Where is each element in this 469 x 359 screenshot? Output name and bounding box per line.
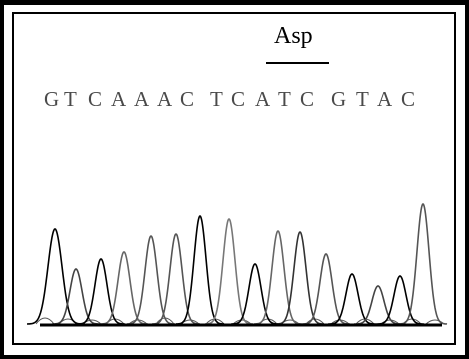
amino-acid-underline (266, 62, 329, 64)
chromatogram-peak (376, 275, 424, 325)
chromatogram-peak (77, 258, 125, 325)
base-letter: A (255, 87, 271, 111)
base-letter: A (111, 87, 127, 111)
base-letter: A (134, 87, 150, 111)
chromatogram-peak (231, 263, 279, 325)
chromatogram-peak (328, 273, 376, 325)
chromatogram-peak (254, 230, 302, 325)
base-letter: A (157, 87, 173, 111)
chromatogram-peak (354, 285, 402, 325)
base-letter: T (356, 87, 369, 111)
base-letter: C (180, 87, 195, 111)
base-letter: G (44, 87, 60, 111)
base-letter: C (231, 87, 246, 111)
base-sequence: G T C A A A C T C A T C G T A C (44, 86, 444, 112)
chromatogram-peaks (27, 202, 448, 325)
base-letter: C (300, 87, 315, 111)
chromatogram-peak (127, 235, 175, 325)
chromatogram-peak (398, 202, 448, 325)
noise-trace (232, 319, 252, 325)
base-letter: G (331, 87, 347, 111)
chromatogram-peak (152, 233, 200, 325)
base-letter: T (64, 87, 77, 111)
noise-trace (35, 317, 55, 325)
chromatogram-peak (276, 231, 324, 325)
chromatogram-peak (205, 217, 253, 325)
chromatogram-peak (302, 253, 350, 325)
base-letter: C (401, 87, 416, 111)
chromatogram-peak (100, 251, 148, 325)
amino-acid-label: Asp (274, 23, 313, 49)
chromatogram-peak (52, 268, 100, 325)
panel-border (12, 12, 456, 345)
base-letter: T (278, 87, 291, 111)
base-letter: C (88, 87, 103, 111)
base-letter: A (377, 87, 393, 111)
base-letter: T (210, 87, 223, 111)
chromatogram-peak (27, 228, 83, 325)
chromatogram-peak (175, 214, 225, 325)
